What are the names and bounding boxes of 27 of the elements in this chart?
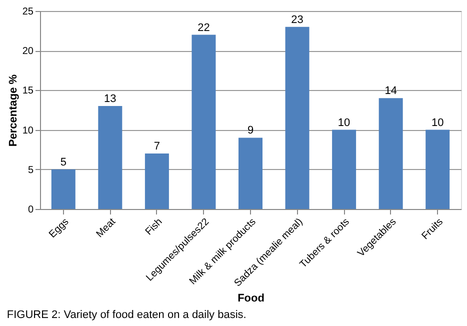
- y-tick-label: 25: [22, 6, 34, 18]
- bar: [378, 98, 403, 209]
- data-label: 10: [338, 116, 350, 129]
- bar: [332, 130, 356, 209]
- y-tick-label: 0: [28, 204, 34, 216]
- data-label: 10: [431, 116, 444, 129]
- y-tick-label: 5: [28, 164, 34, 176]
- data-label: 7: [154, 140, 160, 153]
- bar: [285, 26, 310, 209]
- y-tick-label: 20: [22, 46, 34, 58]
- bar: [144, 154, 169, 209]
- bar: [98, 106, 122, 209]
- data-label: 14: [384, 85, 397, 98]
- data-label: 9: [247, 124, 254, 137]
- x-axis-title: Food: [238, 292, 264, 304]
- data-label: 23: [291, 14, 304, 26]
- y-axis-title: Percentage %: [7, 74, 20, 147]
- bar: [426, 130, 450, 209]
- caption: FIGURE 2: Variety of food eaten on a daily basis.: [6, 308, 246, 321]
- bar: [192, 34, 216, 209]
- data-label: 22: [198, 22, 210, 34]
- data-label: 13: [104, 93, 116, 106]
- bar: [238, 138, 262, 209]
- bar: [51, 169, 76, 209]
- y-tick-label: 10: [22, 125, 34, 136]
- data-label: 5: [60, 156, 66, 168]
- y-tick-label: 15: [22, 86, 34, 97]
